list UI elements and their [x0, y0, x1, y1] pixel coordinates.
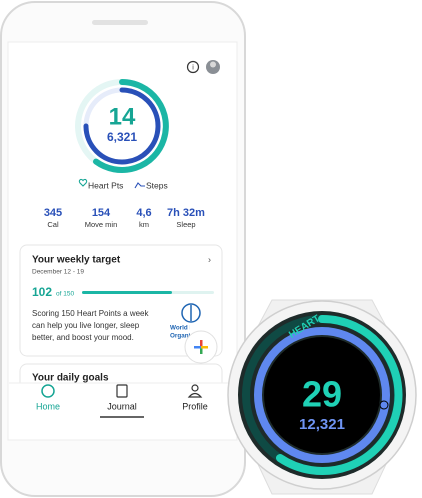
watch-heart-arc	[276, 314, 403, 475]
speaker	[92, 20, 148, 25]
stat-value: 345	[44, 207, 62, 219]
weekly-card[interactable]	[19, 244, 223, 357]
stat-label: km	[139, 220, 149, 229]
heart-arc	[93, 79, 169, 173]
stat-label: Sleep	[176, 220, 195, 229]
card-text: can help you live longer, sleep	[32, 321, 140, 330]
watch-steps-ring	[254, 327, 390, 463]
info-icon[interactable]	[186, 60, 200, 74]
profile-icon	[191, 384, 199, 392]
watch-steps: 12,321	[299, 416, 345, 433]
stat-label: Cal	[47, 220, 59, 229]
stat-value: 4,6	[136, 207, 151, 219]
card-goal: of 150	[56, 291, 74, 298]
steps-arc	[83, 87, 161, 165]
card-title: Your weekly target	[32, 255, 121, 266]
ring-steps: 6,321	[107, 130, 137, 144]
card-text: Scoring 150 Heart Points a week	[32, 309, 150, 318]
plus	[201, 346, 208, 349]
steps-icon	[134, 182, 145, 189]
watch-knob	[379, 400, 389, 410]
nav-item[interactable]: Profile	[182, 401, 208, 411]
plus	[200, 347, 203, 354]
stat-label: Move min	[85, 220, 118, 229]
legend-steps: Steps	[146, 180, 168, 190]
home-icon	[41, 384, 55, 398]
info-glyph: i	[192, 64, 194, 71]
profile-icon	[187, 392, 203, 398]
card-progress: 102	[32, 285, 52, 299]
stat-value: 154	[92, 207, 111, 219]
ring-heart: 14	[109, 103, 136, 130]
progress-fill	[82, 291, 172, 294]
plus	[200, 340, 203, 347]
card-dates: December 12 - 19	[32, 269, 84, 276]
card-title: Your daily goals	[32, 373, 109, 384]
who-emblem	[181, 303, 201, 323]
card-text: better, and boost your mood.	[32, 333, 134, 342]
legend-heart: Heart Pts	[88, 180, 123, 190]
who-text: Organization	[170, 333, 209, 340]
nav-item[interactable]: Journal	[107, 401, 137, 411]
avatar-head	[210, 61, 216, 68]
plus	[194, 346, 201, 349]
watch-face	[264, 337, 380, 453]
who-clip: World Health Organization	[170, 325, 209, 340]
nav-item[interactable]: Home	[36, 401, 60, 411]
watch-heart: 29	[302, 374, 342, 415]
nav-bar	[9, 383, 236, 439]
stat-value: 7h 32m	[167, 207, 205, 219]
journal-icon	[116, 384, 128, 398]
heart-icon	[78, 178, 88, 187]
chevron: ›	[208, 254, 211, 264]
who-text: World Health	[170, 325, 209, 332]
